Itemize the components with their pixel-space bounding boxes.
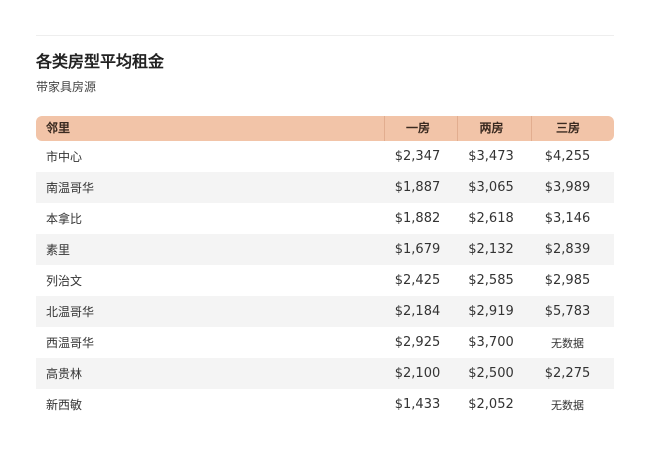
cell-one-bedroom: $2,184 [394,304,441,319]
cell-neighborhood: 本拿比 [46,212,83,226]
header-three-bedroom: 三房 [531,116,614,141]
cell-neighborhood: 北温哥华 [46,305,95,319]
table-row: 新西敏 $1,433 $2,052 无数据 [36,389,614,420]
cell-two-bedroom: $3,065 [468,180,514,195]
cell-three-bedroom: $3,989 [544,180,591,195]
cell-one-bedroom: $1,679 [394,242,441,257]
cell-three-bedroom: $5,783 [544,304,591,319]
cell-three-bedroom: $2,985 [544,273,591,288]
cell-two-bedroom: $3,700 [468,335,514,350]
cell-two-bedroom: $2,585 [468,273,514,288]
cell-one-bedroom: $2,425 [394,273,441,288]
cell-neighborhood: 南温哥华 [46,181,95,195]
cell-one-bedroom: $2,100 [394,366,441,381]
cell-two-bedroom: $2,132 [468,242,514,257]
cell-three-bedroom: $2,275 [544,366,591,381]
header-neighborhood: 邻里 [46,121,71,135]
cell-three-bedroom: $3,146 [544,211,591,226]
table-row: 本拿比 $1,882 $2,618 $3,146 [36,203,614,234]
cell-one-bedroom: $1,887 [394,180,441,195]
table-row: 西温哥华 $2,925 $3,700 无数据 [36,327,614,358]
table-row: 北温哥华 $2,184 $2,919 $5,783 [36,296,614,327]
table-row: 南温哥华 $1,887 $3,065 $3,989 [36,172,614,203]
table-row: 高贵林 $2,100 $2,500 $2,275 [36,358,614,389]
cell-one-bedroom: $2,925 [394,335,441,350]
cell-neighborhood: 新西敏 [46,398,83,412]
cell-three-bedroom: 无数据 [551,398,584,412]
cell-neighborhood: 素里 [46,243,71,257]
page-subtitle: 带家具房源 [36,80,97,94]
top-divider [36,35,614,36]
cell-neighborhood: 列治文 [46,274,83,288]
table-row: 市中心 $2,347 $3,473 $4,255 [36,141,614,172]
cell-neighborhood: 市中心 [46,150,83,164]
rent-table: 邻里 一房 两房 三房 市中心 $2,347 $3,473 $4,255 南温哥华 $1,… [36,116,614,420]
header-two-bedroom: 两房 [457,116,531,141]
cell-neighborhood: 高贵林 [46,367,83,381]
cell-two-bedroom: $2,500 [468,366,514,381]
page-title: 各类房型平均租金 [36,52,165,71]
cell-two-bedroom: $2,052 [468,397,514,412]
cell-two-bedroom: $3,473 [468,149,514,164]
table-row: 列治文 $2,425 $2,585 $2,985 [36,265,614,296]
cell-three-bedroom: 无数据 [551,336,584,350]
header-one-bedroom: 一房 [384,116,457,141]
cell-neighborhood: 西温哥华 [46,336,95,350]
table-row: 素里 $1,679 $2,132 $2,839 [36,234,614,265]
cell-one-bedroom: $2,347 [394,149,441,164]
cell-two-bedroom: $2,919 [468,304,514,319]
table-header: 邻里 一房 两房 三房 [36,116,614,141]
cell-three-bedroom: $4,255 [544,149,591,164]
cell-three-bedroom: $2,839 [544,242,591,257]
cell-one-bedroom: $1,882 [394,211,441,226]
cell-two-bedroom: $2,618 [468,211,514,226]
cell-one-bedroom: $1,433 [394,397,441,412]
